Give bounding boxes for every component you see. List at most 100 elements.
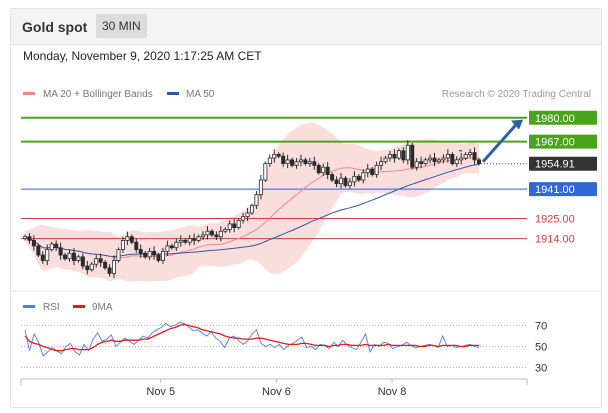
candle-body	[45, 249, 50, 261]
candle-body	[36, 245, 41, 256]
candle-body	[383, 157, 388, 163]
candle-body	[192, 238, 197, 241]
candle	[169, 243, 174, 250]
candle-body	[120, 240, 125, 250]
candle	[312, 156, 317, 170]
level-badge-text: 1954.91	[535, 159, 575, 171]
time-tick-label-0: Nov 5	[146, 386, 175, 398]
level-badge-bg	[529, 156, 597, 171]
candle-body	[370, 168, 375, 175]
candle	[227, 220, 232, 233]
candle-body	[223, 229, 228, 232]
candlesticks	[22, 140, 481, 278]
candle	[192, 233, 197, 246]
bollinger-bands	[25, 122, 479, 282]
candle-body	[201, 234, 206, 238]
candle	[143, 251, 148, 259]
level-labels: 1980.00 1967.00 1954.91 1941.00 1925.00 1914.…	[529, 110, 597, 246]
candle	[298, 154, 303, 167]
candle	[196, 234, 201, 243]
candle	[165, 240, 170, 256]
candle-body	[281, 155, 286, 164]
candle	[156, 252, 161, 263]
candle	[27, 233, 32, 244]
candle	[71, 248, 76, 266]
candle	[476, 157, 481, 166]
candle	[241, 212, 246, 224]
candle	[325, 162, 330, 180]
bollinger-band-fill	[25, 122, 479, 282]
candle-body	[423, 159, 428, 164]
candle-body	[445, 154, 450, 159]
candle-body	[22, 236, 27, 239]
candle	[49, 241, 54, 252]
candle	[428, 154, 433, 164]
candle-body	[290, 159, 295, 166]
candle	[174, 238, 179, 252]
candle	[152, 246, 157, 260]
ma50-legend-swatch	[167, 92, 179, 95]
timeframe-badge[interactable]: 30 MIN	[96, 14, 147, 38]
candle	[468, 148, 473, 158]
candle	[463, 152, 468, 161]
candle-body	[361, 172, 366, 181]
candle-body	[312, 161, 317, 166]
candle	[361, 169, 366, 184]
candle	[116, 247, 121, 263]
widget-header: Gold spot 30 MIN	[11, 9, 601, 45]
candle-body	[169, 245, 174, 249]
candle-body	[134, 241, 139, 250]
candle-body	[125, 236, 130, 241]
candle-body	[356, 175, 361, 181]
level-badge-text: 1980.00	[535, 113, 575, 125]
candle-body	[85, 265, 90, 271]
candle	[379, 156, 384, 170]
candle	[347, 178, 352, 189]
candle-body	[89, 263, 94, 271]
candle-body	[396, 150, 401, 159]
candle-body	[387, 154, 392, 159]
candle-body	[76, 256, 81, 261]
rsi-tick-label-0: 70	[535, 321, 547, 333]
candle-body	[129, 236, 134, 243]
candle	[410, 143, 415, 170]
candle	[54, 240, 59, 252]
candle	[214, 231, 219, 241]
candle-body	[236, 219, 241, 228]
candle-body	[71, 252, 76, 261]
candle	[147, 247, 152, 261]
candle-body	[232, 223, 237, 228]
candle	[107, 264, 112, 277]
candle-body	[419, 161, 424, 164]
candle	[352, 171, 357, 187]
candle	[459, 152, 464, 165]
candle	[330, 172, 335, 182]
candle-body	[285, 159, 290, 164]
candle	[419, 156, 424, 169]
candle-body	[80, 256, 85, 267]
candle-body	[392, 154, 397, 159]
candle-body	[165, 245, 170, 252]
candle	[454, 156, 459, 167]
9ma-legend-label: 9MA	[92, 302, 113, 313]
candle	[370, 166, 375, 177]
candle-body	[468, 152, 473, 155]
candle	[178, 235, 183, 247]
candle-body	[245, 212, 250, 218]
candle	[236, 218, 241, 230]
candle	[160, 247, 165, 264]
candle-body	[307, 161, 312, 164]
candle	[67, 249, 72, 262]
candle-body	[263, 163, 268, 181]
candle-body	[374, 164, 379, 175]
candle	[334, 176, 339, 187]
candle-body	[58, 247, 63, 256]
candle-body	[276, 154, 281, 157]
candle-body	[272, 154, 277, 159]
rsi-panel: 70 50 30	[21, 321, 547, 375]
candle-body	[441, 157, 446, 161]
chart-area: MA 20 + Bollinger Bands MA 50 Research ©…	[11, 89, 601, 398]
candle	[45, 244, 50, 266]
candle-body	[321, 166, 326, 174]
candle	[303, 157, 308, 166]
